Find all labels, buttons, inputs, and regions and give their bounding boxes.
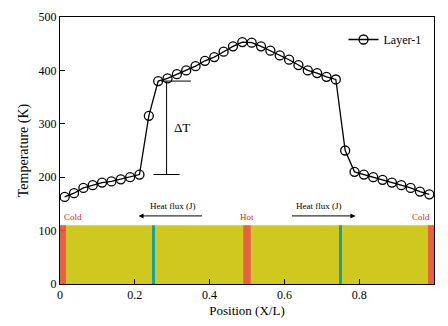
svg-text:Temperature (K): Temperature (K) <box>16 103 32 197</box>
svg-text:300: 300 <box>39 117 57 131</box>
svg-text:0.6: 0.6 <box>277 288 292 302</box>
svg-text:Hot: Hot <box>240 212 254 222</box>
svg-text:Position (X/L): Position (X/L) <box>209 303 284 318</box>
svg-text:0.4: 0.4 <box>202 288 217 302</box>
svg-text:100: 100 <box>39 224 57 238</box>
svg-text:ΔT: ΔT <box>174 120 190 135</box>
svg-text:Heat flux (J): Heat flux (J) <box>296 201 341 211</box>
svg-text:Cold: Cold <box>64 212 82 222</box>
svg-text:200: 200 <box>39 170 57 184</box>
svg-text:Heat flux (J): Heat flux (J) <box>150 201 195 211</box>
svg-text:0: 0 <box>51 277 57 291</box>
svg-text:400: 400 <box>39 64 57 78</box>
svg-text:0.8: 0.8 <box>352 288 367 302</box>
svg-text:500: 500 <box>39 10 57 24</box>
svg-text:Cold: Cold <box>412 212 430 222</box>
svg-text:Layer-1: Layer-1 <box>384 33 422 47</box>
svg-text:0.2: 0.2 <box>127 288 142 302</box>
svg-text:0: 0 <box>57 288 63 302</box>
